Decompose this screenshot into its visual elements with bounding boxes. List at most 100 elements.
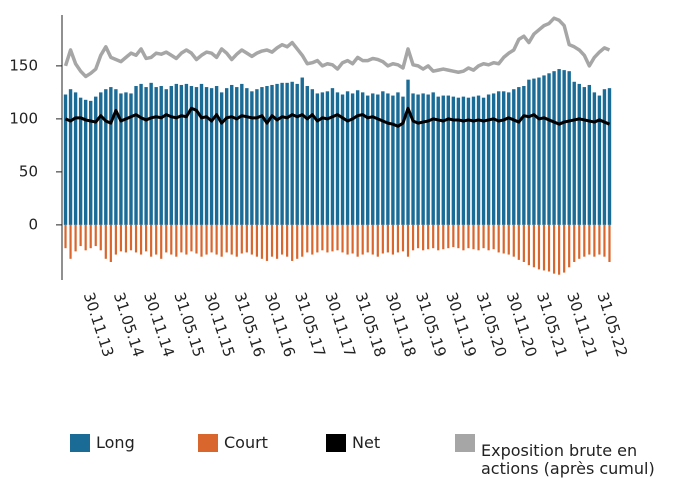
bar [436,96,440,225]
legend-label: Court [224,433,268,452]
legend-swatch [198,434,218,452]
bar [104,89,108,225]
bar [355,90,360,225]
bar [321,224,324,251]
bar [396,92,400,225]
bar [446,95,451,225]
bar [306,224,309,253]
bar [331,224,334,252]
bar [165,224,168,253]
bar [441,95,445,225]
bar [174,83,179,225]
bar [442,224,445,250]
bar [265,86,269,225]
bar [210,224,213,253]
bar [275,83,279,225]
bar [215,224,218,255]
bar [396,224,400,253]
bar [567,71,571,225]
bar [381,224,384,254]
bar [335,92,340,225]
bar [411,93,415,225]
bar [139,224,143,255]
bar [507,92,511,225]
bar [563,224,566,273]
bar [129,224,133,251]
bar [447,224,450,249]
bar [73,92,78,225]
bar [194,87,199,225]
bar [64,224,67,249]
bar [345,91,350,225]
bar [386,224,389,253]
bar [547,73,551,225]
bar [94,96,98,225]
bar [376,224,379,257]
bar [134,224,138,253]
bar [391,224,395,255]
bar [164,89,168,225]
bar [522,224,525,262]
bar [607,88,612,225]
bar [522,86,526,225]
bar [608,224,611,262]
bar [330,88,335,225]
bar [79,224,82,247]
bar [366,224,369,253]
bar [325,91,330,225]
bar [169,86,173,225]
bar [145,224,148,252]
bar [255,89,259,225]
legend-label: Net [352,433,381,452]
bar [99,224,102,251]
bar [295,83,299,225]
bar [129,93,133,225]
bar [466,97,471,225]
bar [376,94,380,225]
bar [114,224,117,255]
bar [598,224,601,255]
bar [124,92,128,225]
bar [240,224,243,254]
line [64,106,611,128]
bar [401,96,405,225]
bar [200,224,203,257]
bar [340,94,345,225]
bar [280,82,284,225]
bar [260,87,264,225]
bar [593,224,596,257]
bar [547,224,551,272]
bar [99,92,103,225]
bar [462,224,465,251]
bar [572,81,576,225]
legend-item: Long [70,434,135,452]
bar [461,96,466,225]
bar [336,224,339,251]
bar [361,224,364,255]
bar [316,224,319,253]
bar [235,87,239,225]
bar [89,224,92,249]
bar [94,224,97,247]
bar [301,224,304,257]
legend-item: Court [198,434,268,452]
bar [291,224,294,261]
bar [78,97,83,225]
bar [320,92,325,225]
y-tick-label: 0 [28,215,38,233]
bar [170,224,173,255]
bar [230,84,234,225]
bar [150,224,153,257]
bar [214,86,219,225]
bar [467,224,470,249]
bar [532,224,536,268]
bar [179,84,184,225]
bar [109,87,113,225]
bar [209,88,214,225]
bar [437,224,440,251]
bar [109,224,112,262]
bar [286,224,289,257]
bar [275,224,279,259]
bar [305,86,309,225]
